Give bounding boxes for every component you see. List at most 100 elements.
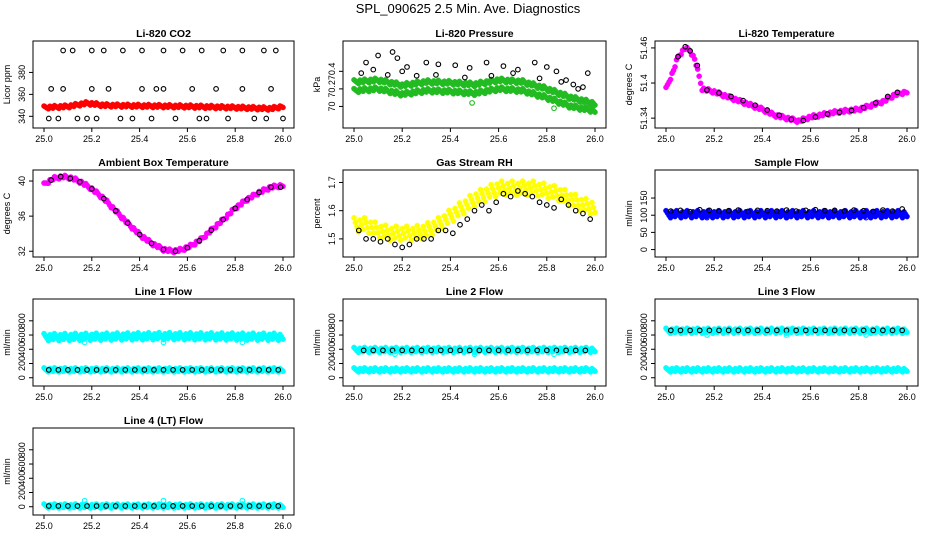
data-point — [208, 227, 215, 234]
data-point — [392, 351, 398, 358]
x-tick-label: 25.0 — [345, 134, 363, 144]
data-point — [433, 71, 439, 78]
x-tick-label: 25.6 — [490, 134, 508, 144]
x-tick-label: 25.4 — [442, 392, 460, 402]
series-line-1-secondary — [41, 365, 286, 375]
data-point — [81, 497, 88, 504]
data-point — [246, 503, 253, 509]
data-point — [256, 367, 262, 373]
data-point — [880, 207, 886, 213]
data-point — [774, 208, 780, 214]
data-point — [232, 205, 239, 212]
data-point — [812, 206, 819, 213]
data-point — [860, 207, 867, 214]
data-point — [55, 367, 62, 373]
chart-rh: Gas Stream RH percent 25.0 25.2 25.4 25.6 25.8… — [312, 157, 607, 273]
y-tick-label: 70 — [327, 101, 337, 111]
data-point — [358, 70, 365, 76]
data-point — [444, 220, 451, 226]
series-sample-flow-check — [667, 206, 906, 215]
x-tick-label: 26.0 — [898, 392, 916, 402]
data-point — [196, 115, 203, 122]
data-point — [265, 367, 272, 373]
x-tick-label: 26.0 — [586, 134, 604, 144]
data-point — [696, 327, 703, 334]
data-point — [675, 53, 681, 60]
data-point — [812, 114, 819, 120]
x-tick-label: 26.0 — [274, 134, 292, 144]
data-point — [578, 196, 585, 203]
data-point — [754, 207, 761, 214]
data-point — [465, 205, 472, 212]
data-point — [745, 208, 751, 215]
data-point — [74, 503, 81, 509]
chart-licor_temp: Li-820 Temperature degrees C 25.0 25.2 25.4 2… — [624, 28, 919, 144]
data-point — [160, 503, 167, 509]
data-point — [227, 503, 234, 509]
x-tick-label: 25.8 — [850, 134, 868, 144]
data-point — [706, 327, 713, 334]
data-point — [687, 327, 693, 334]
data-point — [667, 327, 674, 334]
data-point — [139, 86, 145, 92]
x-tick-label: 26.0 — [898, 263, 916, 273]
chart-pressure: Li-820 Pressure kPa 25.0 25.2 25.4 25.6 25.8 26… — [312, 28, 607, 144]
y-tick-label: 360 — [17, 87, 27, 102]
data-point — [148, 240, 155, 247]
y-tick-label: 200 — [17, 356, 27, 371]
data-point — [239, 86, 246, 92]
y-axis-label: ml/min — [312, 329, 322, 356]
data-point — [851, 327, 857, 334]
x-tick-label: 25.2 — [705, 263, 723, 273]
data-point — [461, 210, 467, 217]
data-point — [179, 503, 186, 509]
data-point — [580, 84, 586, 90]
data-point — [889, 208, 896, 214]
data-point — [160, 339, 167, 346]
data-point — [466, 64, 473, 71]
plot-frame — [654, 40, 919, 129]
data-point — [124, 220, 131, 227]
x-tick-label: 25.6 — [802, 263, 820, 273]
plot-frame — [342, 40, 607, 129]
data-point — [696, 206, 703, 213]
data-point — [764, 327, 771, 334]
data-point — [139, 47, 145, 54]
data-point — [268, 184, 274, 191]
data-point — [482, 198, 488, 205]
data-point — [592, 209, 598, 216]
series-line-1-outliers — [81, 339, 246, 346]
data-point — [687, 208, 693, 215]
data-point — [565, 202, 572, 208]
data-point — [261, 47, 267, 54]
x-tick-label: 25.0 — [35, 134, 53, 144]
data-point — [413, 236, 420, 242]
data-point — [462, 74, 468, 81]
x-tick-label: 25.0 — [657, 134, 675, 144]
data-point — [198, 503, 205, 509]
data-point — [870, 327, 877, 334]
data-point — [112, 367, 119, 373]
data-point — [151, 503, 157, 509]
data-point — [553, 187, 559, 194]
data-point — [370, 347, 377, 354]
data-point — [515, 188, 521, 194]
data-point — [93, 503, 100, 509]
y-tick-label: 200 — [327, 356, 337, 371]
data-point — [904, 90, 910, 96]
data-point — [500, 63, 507, 69]
x-tick-label: 26.0 — [898, 134, 916, 144]
data-point — [117, 115, 124, 122]
data-point — [752, 102, 759, 109]
chart-line4: Line 4 (LT) Flow ml/min 25.0 25.2 25.4 25.6 25… — [2, 415, 295, 531]
data-point — [694, 62, 701, 69]
data-point — [589, 199, 595, 206]
data-point — [486, 347, 492, 354]
plot-frame — [32, 427, 295, 516]
data-point — [373, 224, 380, 231]
data-point — [831, 327, 838, 334]
data-point — [904, 329, 910, 336]
x-tick-label: 25.8 — [850, 263, 868, 273]
series-line-2-secondary — [351, 365, 598, 375]
data-point — [421, 236, 427, 242]
